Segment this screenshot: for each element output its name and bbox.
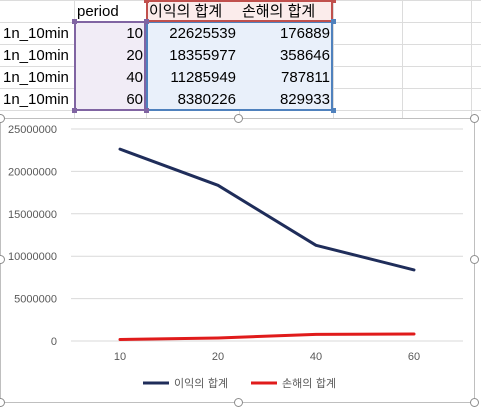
header-period[interactable]: period (74, 1, 146, 22)
header-loss-sum[interactable]: 손해의 합계 (239, 1, 333, 22)
line-chart[interactable]: 0 5000000 10000000 15000000 20000000 25000000… (0, 118, 475, 403)
row-label[interactable]: 1n_10min (0, 67, 74, 88)
legend-label: 이익의 합계 (174, 377, 228, 390)
row-label[interactable]: 1n_10min (0, 89, 74, 110)
row-loss[interactable]: 358646 (239, 45, 333, 66)
y-tick-label: 15000000 (8, 209, 57, 221)
legend-label: 손해의 합계 (282, 376, 336, 390)
row-loss[interactable]: 829933 (239, 89, 333, 110)
row-period[interactable]: 40 (74, 67, 146, 88)
row-loss[interactable]: 787811 (239, 67, 333, 88)
y-tick-label: 20000000 (8, 166, 57, 178)
chart-resize-handle[interactable] (470, 255, 479, 264)
header-profit-sum[interactable]: 이익의 합계 (146, 1, 239, 22)
row-period[interactable]: 60 (74, 89, 146, 110)
y-tick-label: 10000000 (8, 251, 57, 263)
row-label[interactable]: 1n_10min (0, 23, 74, 44)
row-period[interactable]: 10 (74, 23, 146, 44)
series-line-1 (120, 334, 414, 340)
row-label[interactable]: 1n_10min (0, 45, 74, 66)
x-tick-label: 40 (310, 351, 322, 363)
x-tick-label: 10 (114, 351, 126, 363)
y-tick-label: 0 (51, 336, 57, 348)
chart-canvas: 0 5000000 10000000 15000000 20000000 25000000… (1, 119, 476, 404)
series-line-0 (120, 149, 414, 270)
y-tick-label: 5000000 (14, 294, 57, 306)
row-profit[interactable]: 18355977 (146, 45, 239, 66)
chart-resize-handle[interactable] (234, 114, 243, 123)
row-profit[interactable]: 22625539 (146, 23, 239, 44)
row-loss[interactable]: 176889 (239, 23, 333, 44)
row-profit[interactable]: 11285949 (146, 67, 239, 88)
x-tick-label: 20 (212, 351, 224, 363)
chart-resize-handle[interactable] (470, 114, 479, 123)
x-tick-label: 60 (408, 351, 420, 363)
y-tick-label: 25000000 (8, 124, 57, 136)
row-period[interactable]: 20 (74, 45, 146, 66)
row-profit[interactable]: 8380226 (146, 89, 239, 110)
